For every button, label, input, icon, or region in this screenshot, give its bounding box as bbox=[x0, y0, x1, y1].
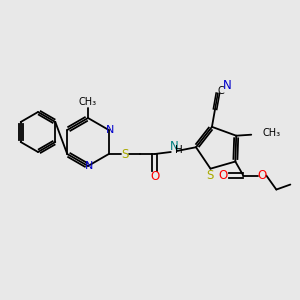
Text: N: N bbox=[223, 79, 231, 92]
Text: S: S bbox=[122, 148, 129, 160]
Text: C: C bbox=[218, 86, 224, 96]
Text: O: O bbox=[258, 169, 267, 182]
Text: O: O bbox=[219, 169, 228, 182]
Text: O: O bbox=[150, 170, 159, 184]
Text: N: N bbox=[169, 140, 178, 152]
Text: H: H bbox=[175, 145, 183, 155]
Text: CH₃: CH₃ bbox=[79, 97, 97, 107]
Text: S: S bbox=[206, 169, 213, 182]
Text: N: N bbox=[106, 125, 114, 135]
Text: N: N bbox=[85, 161, 93, 171]
Text: CH₃: CH₃ bbox=[262, 128, 280, 138]
